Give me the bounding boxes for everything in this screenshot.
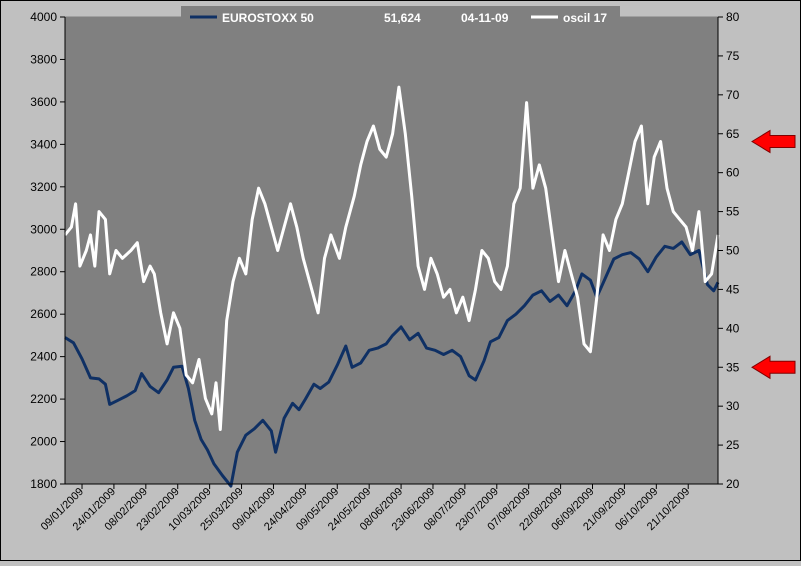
y-left-tick-label: 2200 [30, 392, 57, 406]
red-arrow-icon [751, 129, 796, 154]
y-right-tick-label: 70 [726, 88, 740, 102]
y-left-tick-label: 2000 [30, 435, 57, 449]
y-left-tick-label: 3200 [30, 180, 57, 194]
legend-label-eurostoxx: EUROSTOXX 50 [222, 11, 314, 25]
annotations [751, 129, 796, 380]
legend-last-value: 51,624 [384, 11, 421, 25]
y-left-tick-label: 3800 [30, 52, 57, 66]
series-layer [63, 85, 720, 488]
legend-label-oscil: oscil 17 [563, 11, 607, 25]
y-right-tick-label: 45 [726, 282, 740, 296]
y-right-tick-label: 40 [726, 321, 740, 335]
red-arrow-icon [751, 355, 796, 380]
y-right-tick-label: 20 [726, 477, 740, 491]
series-line-eurostoxx [64, 240, 720, 488]
y-left-tick-label: 3400 [30, 137, 57, 151]
y-right-tick-label: 25 [726, 438, 740, 452]
y-left-tick-label: 3600 [30, 95, 57, 109]
y-right-tick-label: 65 [726, 127, 740, 141]
legend: EUROSTOXX 50 51,624 04-11-09 oscil 17 [181, 6, 620, 28]
series-line-oscil [63, 85, 720, 431]
y-right-tick-label: 50 [726, 244, 740, 258]
y-left-tick-label: 2400 [30, 350, 57, 364]
y-right-tick-label: 35 [726, 360, 740, 374]
left-axis: 1800 2000 2200 2400 2600 2800 3000 3200 3400 3600… [30, 10, 65, 491]
y-right-tick-label: 30 [726, 399, 740, 413]
y-left-tick-label: 4000 [30, 10, 57, 24]
plot-area [64, 16, 719, 485]
y-left-tick-label: 3000 [30, 222, 57, 236]
legend-box [181, 6, 620, 28]
y-left-tick-label: 2600 [30, 307, 57, 321]
y-left-tick-label: 2800 [30, 265, 57, 279]
y-right-tick-label: 55 [726, 205, 740, 219]
y-right-tick-label: 80 [726, 10, 740, 24]
right-axis: 20 25 30 35 40 45 50 55 60 65 70 75 80 [718, 10, 740, 491]
legend-date: 04-11-09 [461, 11, 509, 25]
y-right-tick-label: 60 [726, 166, 740, 180]
y-right-tick-label: 75 [726, 49, 740, 63]
y-left-tick-label: 1800 [30, 477, 57, 491]
